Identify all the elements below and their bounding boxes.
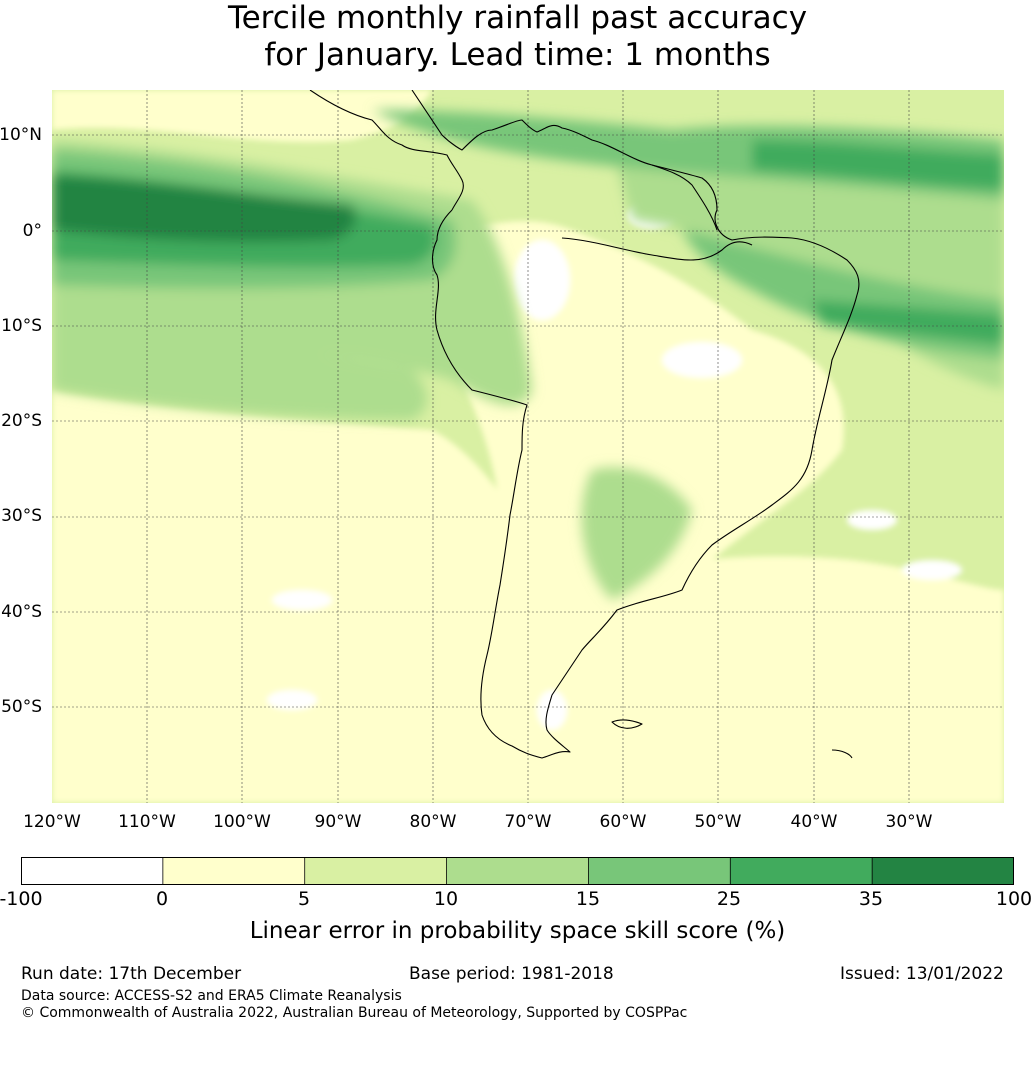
graticule xyxy=(52,90,1004,803)
field-white-atl xyxy=(847,510,897,530)
colorbar-swatch xyxy=(730,857,873,885)
colorbar-swatch xyxy=(872,857,1014,885)
coastline-amazon xyxy=(561,237,753,261)
lon-label-120w: 120°W xyxy=(23,812,81,832)
lon-label-30w: 30°W xyxy=(885,812,933,832)
colorbar-tick-neg100: -100 xyxy=(0,888,43,910)
data-source: Data source: ACCESS-S2 and ERA5 Climate … xyxy=(21,988,402,1004)
lon-label-110w: 110°W xyxy=(118,812,176,832)
colorbar-tick-15: 15 xyxy=(575,888,601,910)
field-white-sa xyxy=(537,690,567,730)
base-period: Base period: 1981-2018 xyxy=(409,964,614,984)
chart-title-line-2: for January. Lead time: 1 months xyxy=(264,37,771,73)
coastline xyxy=(309,90,860,759)
field-band-25-35-atl xyxy=(752,140,1004,190)
field-band-10-15-pac xyxy=(52,330,427,420)
colorbar xyxy=(21,857,1014,885)
colorbar-swatch xyxy=(446,857,589,885)
colorbar-tick-10: 10 xyxy=(433,888,459,910)
field-band-35-100-pac xyxy=(52,175,356,242)
colorbar-swatch xyxy=(162,857,306,885)
chart-title-line-1: Tercile monthly rainfall past accuracy xyxy=(227,0,808,36)
colorbar-swatch xyxy=(304,857,448,885)
lat-label-40s: 40°S xyxy=(1,602,42,622)
field-band-10-15-arg xyxy=(581,467,692,600)
lat-label-10s: 10°S xyxy=(1,316,42,336)
field-white-south xyxy=(267,690,317,710)
field-white-amazon xyxy=(514,240,570,320)
run-date: Run date: 17th December xyxy=(21,964,242,984)
lat-label-10n: 10°N xyxy=(0,125,42,145)
colorbar-tick-0: 0 xyxy=(155,888,169,910)
colorbar-swatch xyxy=(588,857,731,885)
colorbar-tick-5: 5 xyxy=(297,888,311,910)
colorbar-tick-35: 35 xyxy=(858,888,884,910)
lat-label-0: 0° xyxy=(22,221,42,241)
copyright: © Commonwealth of Australia 2022, Austra… xyxy=(21,1005,688,1021)
lon-label-40w: 40°W xyxy=(790,812,838,832)
lon-label-70w: 70°W xyxy=(504,812,552,832)
lat-label-20s: 20°S xyxy=(1,411,42,431)
field-band-25-35-atl2 xyxy=(812,300,1004,345)
lon-label-100w: 100°W xyxy=(213,812,271,832)
issued-date: Issued: 13/01/2022 xyxy=(840,964,1004,984)
skill-score-map xyxy=(52,90,1004,803)
lon-label-90w: 90°W xyxy=(314,812,362,832)
coastline-central-america xyxy=(309,90,464,211)
lon-label-50w: 50°W xyxy=(694,812,742,832)
field-white-brazil xyxy=(662,342,742,378)
field-white-atl2 xyxy=(902,560,962,580)
lon-label-60w: 60°W xyxy=(599,812,647,832)
coastline-caribbean xyxy=(411,90,718,231)
coastline-falklands xyxy=(611,719,643,729)
coastline-south-georgia xyxy=(831,749,853,759)
lat-label-30s: 30°S xyxy=(1,506,42,526)
field-white-pac2 xyxy=(272,590,332,610)
coastline-south-america xyxy=(431,164,860,759)
colorbar-label: Linear error in probability space skill … xyxy=(249,918,786,944)
colorbar-tick-25: 25 xyxy=(716,888,742,910)
lat-label-50s: 50°S xyxy=(1,697,42,717)
colorbar-swatch xyxy=(21,857,164,885)
colorbar-tick-100: 100 xyxy=(995,888,1033,910)
lon-label-80w: 80°W xyxy=(409,812,457,832)
